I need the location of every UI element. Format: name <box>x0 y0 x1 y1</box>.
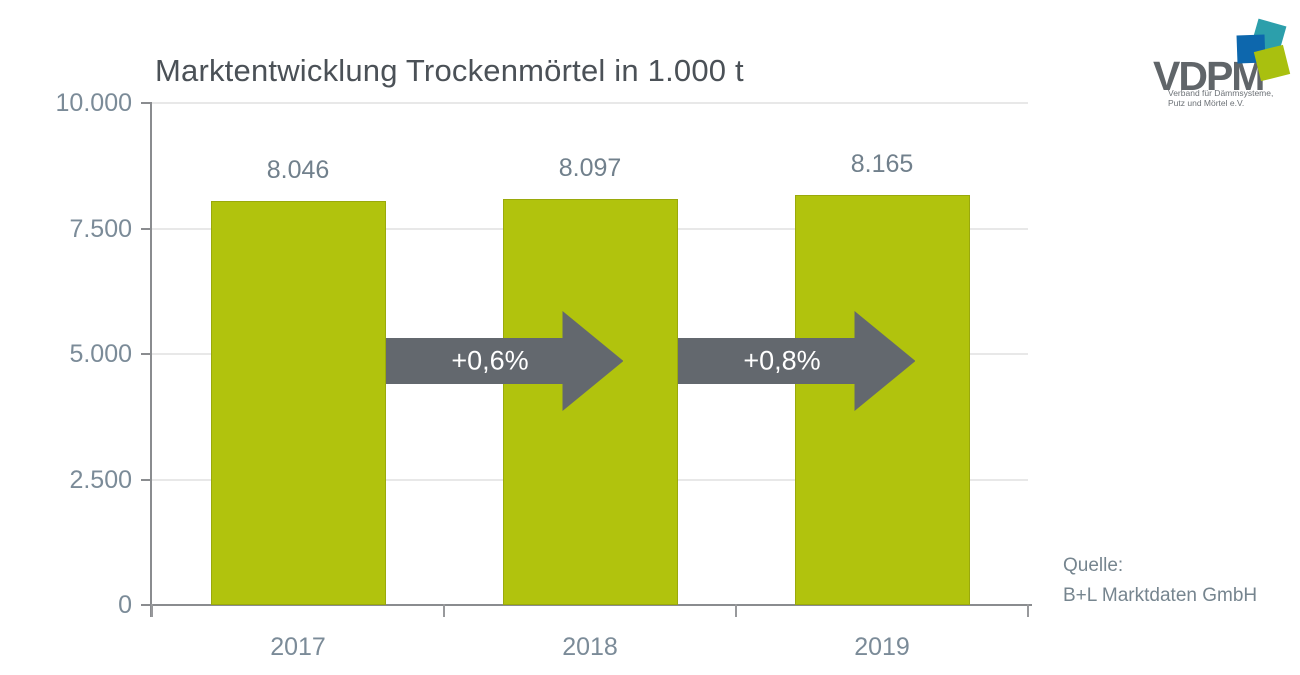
logo-subtitle: Verband für Dämmsysteme, Putz und Mörtel… <box>1168 88 1273 108</box>
x-tick-0 <box>151 604 153 617</box>
growth-arrow-2018-to-2019 <box>677 311 915 411</box>
y-tick-2500 <box>141 478 152 481</box>
growth-arrow-label-2: +0,8% <box>743 345 821 376</box>
logo-subtitle-line2: Putz und Mörtel e.V. <box>1168 98 1245 108</box>
y-axis-label-0: 0 <box>118 591 132 619</box>
x-tick-1 <box>443 604 445 617</box>
logo-lime-square-icon <box>1253 44 1291 82</box>
bar-value-2018: 8.097 <box>558 153 622 182</box>
y-axis-label-7500: 7.500 <box>69 214 132 243</box>
y-tick-5000 <box>141 353 152 355</box>
bar-2018 <box>502 198 678 605</box>
source-note: Quelle: B+L Marktdaten GmbH <box>1063 551 1257 611</box>
bar-2019 <box>794 195 970 605</box>
bar-value-2017: 8.046 <box>266 156 330 185</box>
vdpm-logo: VDPM Verband für Dämmsysteme, Putz und M… <box>1150 15 1300 120</box>
x-axis-label-2017: 2017 <box>270 633 326 661</box>
growth-arrow-2017-to-2018 <box>385 311 623 411</box>
x-axis-label-2019: 2019 <box>854 633 910 661</box>
bar-value-2019: 8.165 <box>850 150 914 179</box>
x-axis-label-2018: 2018 <box>562 633 618 661</box>
x-axis-line <box>141 604 1032 606</box>
y-axis-label-10000: 10.000 <box>55 89 132 117</box>
source-value: B+L Marktdaten GmbH <box>1063 585 1258 606</box>
x-tick-2 <box>735 604 737 617</box>
logo-subtitle-line1: Verband für Dämmsysteme, <box>1168 88 1274 98</box>
y-tick-7500 <box>141 227 152 230</box>
y-tick-10000 <box>141 102 152 104</box>
y-tick-0 <box>141 604 152 606</box>
y-axis-line <box>150 103 152 617</box>
growth-arrow-label-1: +0,6% <box>451 345 529 376</box>
source-label: Quelle: <box>1063 555 1124 576</box>
gridline-10000 <box>152 102 1028 104</box>
x-tick-3 <box>1027 604 1029 617</box>
y-axis-label-2500: 2.500 <box>69 465 132 494</box>
y-axis-label-5000: 5.000 <box>69 340 132 368</box>
bar-2017 <box>210 201 386 605</box>
chart-title: Marktentwicklung Trockenmörtel in 1.000 … <box>155 53 744 88</box>
